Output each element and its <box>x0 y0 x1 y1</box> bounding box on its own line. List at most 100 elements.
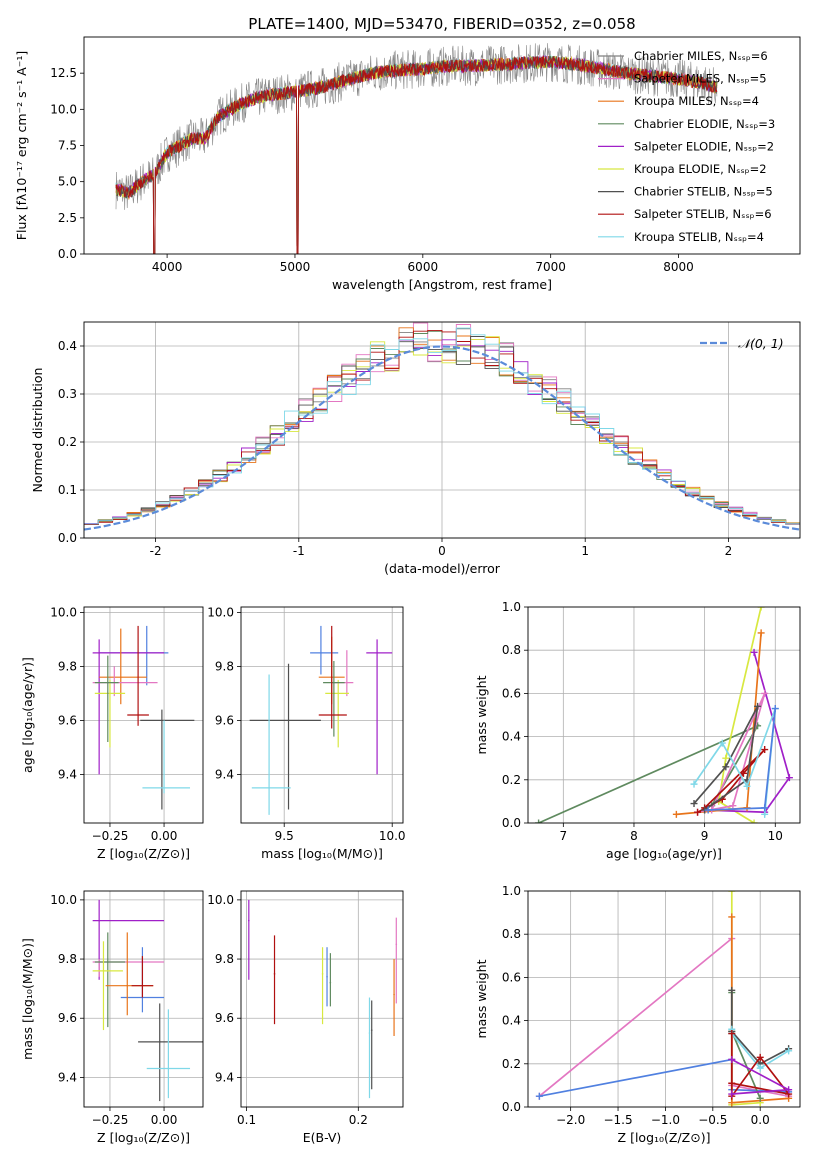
weight-marker <box>785 1086 793 1094</box>
weight-series-5 <box>730 990 789 1065</box>
data-point <box>167 1067 170 1070</box>
y-tick-label: 9.4 <box>215 1070 234 1084</box>
weight-marker <box>785 1047 793 1055</box>
x-tick-label: -2 <box>150 544 162 558</box>
y-tick-label: 0.2 <box>502 1057 521 1071</box>
x-tick-label: 0.0 <box>751 1113 770 1127</box>
y-tick-label: 9.8 <box>58 659 77 673</box>
y-tick-label: 10.0 <box>207 893 234 907</box>
weight-series-0 <box>538 723 760 823</box>
y-tick-label: 2.5 <box>58 211 77 225</box>
weight-marker <box>535 1092 543 1100</box>
y-tick-label: 0.0 <box>502 816 521 830</box>
y-tick-label: 0.6 <box>502 970 521 984</box>
y-tick-label: 0.0 <box>58 247 77 261</box>
spectrum-series-4 <box>115 55 718 254</box>
weight-marker <box>728 986 736 994</box>
y-tick-label: 9.4 <box>58 767 77 781</box>
legend-entry: Salpeter ELODIE, Nₛₛₚ=2 <box>634 139 774 153</box>
x-tick-label: −2.0 <box>556 1113 585 1127</box>
x-tick-label: 0 <box>438 544 446 558</box>
data-point <box>326 976 328 978</box>
x-axis-label: wavelength [Angstrom, rest frame] <box>332 277 552 292</box>
y-tick-label: 0.4 <box>502 1014 521 1028</box>
spectrum-panel: 4000 5000 6000 7000 8000 0.0 2.5 5.0 7.5 10.0 12.5… <box>14 36 801 292</box>
axes-frame <box>527 890 801 1108</box>
weight-marker <box>750 819 758 823</box>
weight-series-1 <box>717 607 762 823</box>
residual-histogram-8 <box>84 327 800 527</box>
x-tick-label: 8000 <box>663 260 694 274</box>
legend-entry: Chabrier MILES, Nₛₛₚ=6 <box>634 49 768 63</box>
x-tick-label: 6000 <box>408 260 439 274</box>
weight-marker <box>743 782 751 790</box>
y-tick-label: 9.6 <box>215 1011 234 1025</box>
weight-marker <box>757 607 765 611</box>
weight-marker <box>704 806 712 814</box>
y-tick-label: 0.4 <box>502 730 521 744</box>
y-tick-label: 10.0 <box>50 102 77 116</box>
weight-marker <box>722 754 730 762</box>
spectrum-series-5 <box>115 55 718 254</box>
axes-frame <box>527 606 801 824</box>
y-tick-label: 10.0 <box>50 893 77 907</box>
y-tick-label: 10.0 <box>207 605 234 619</box>
age-vs-mass-panel: 9.5 10.0 9.4 9.6 9.8 10.0 mass [log₁₀(M/M⊙)] <box>207 605 405 861</box>
weight-marker <box>757 629 765 637</box>
axes-frame <box>83 606 204 824</box>
spectrum-series-1 <box>115 55 718 254</box>
x-axis-label: Z [log₁₀(Z/Z⊙)] <box>97 846 190 861</box>
x-tick-label: −1.0 <box>651 1113 680 1127</box>
x-tick-label: 10 <box>768 829 783 843</box>
data-point <box>337 692 340 695</box>
data-point <box>330 714 333 716</box>
data-point <box>346 681 348 684</box>
data-point <box>119 676 122 678</box>
residuals-panel: -2 -1 0 1 2 0.0 0.1 0.2 0.3 0.4 (data-model)/error… <box>30 321 801 576</box>
y-axis-label: mass weight <box>474 959 489 1038</box>
y-tick-label: 9.8 <box>58 952 77 966</box>
y-axis-label: Flux [fλ10⁻¹⁷ erg cm⁻² s⁻¹ A⁻¹] <box>14 51 29 240</box>
y-axis-label: Normed distribution <box>30 368 45 493</box>
x-axis-label: (data-model)/error <box>384 561 501 576</box>
data-point <box>137 714 139 716</box>
data-point <box>321 973 324 975</box>
data-point <box>163 787 165 789</box>
x-tick-label: 7 <box>560 829 568 843</box>
data-point <box>109 692 111 695</box>
legend-entry: Salpeter MILES, Nₛₛₚ=5 <box>634 72 767 86</box>
data-point <box>161 719 163 722</box>
weight-series-4 <box>730 992 761 1099</box>
x-tick-label: 0.00 <box>151 829 178 843</box>
mass-vs-metallicity-panel: −0.25 0.00 9.4 9.6 9.8 10.0 Z [log₁₀(Z/Z⊙)] mas… <box>20 890 204 1145</box>
data-point <box>333 681 335 684</box>
x-tick-label: 0.2 <box>349 1113 368 1127</box>
weight-marker <box>750 648 758 656</box>
weight-series-2 <box>704 652 791 814</box>
x-tick-label: −1.5 <box>603 1113 632 1127</box>
legend-entry: Kroupa MILES, Nₛₛₚ=4 <box>634 94 759 108</box>
y-tick-label: 10.0 <box>50 605 77 619</box>
data-point <box>107 681 109 684</box>
x-tick-label: −0.25 <box>92 1113 129 1127</box>
y-tick-label: 9.6 <box>58 713 77 727</box>
x-tick-label: 0.00 <box>151 1113 178 1127</box>
x-tick-label: 5000 <box>280 260 311 274</box>
y-tick-label: 9.8 <box>215 659 234 673</box>
weight-marker <box>761 689 769 697</box>
spectrum-series-6 <box>115 55 718 254</box>
x-tick-label: −0.25 <box>92 829 129 843</box>
data-point <box>287 719 290 722</box>
y-tick-label: 9.8 <box>215 952 234 966</box>
x-axis-label: Z [log₁₀(Z/Z⊙)] <box>618 1130 711 1145</box>
x-axis-label: mass [log₁₀(M/M⊙)] <box>261 846 383 861</box>
y-tick-label: 0.2 <box>58 435 77 449</box>
weight-vs-metallicity-panel: −2.0 −1.5 −1.0 −0.5 0.0 0.0 0.2 0.4 0.6 0.8 1.0 Z [… <box>474 884 801 1145</box>
y-tick-label: 0.8 <box>502 643 521 657</box>
y-tick-label: 9.4 <box>58 1070 77 1084</box>
weight-vs-age-panel: 7 8 9 10 0.0 0.2 0.4 0.6 0.8 1.0 age [log₁₀(age/yr… <box>474 600 801 861</box>
x-axis-label: Z [log₁₀(Z/Z⊙)] <box>97 1130 190 1145</box>
data-point <box>273 973 276 975</box>
y-tick-label: 9.4 <box>215 767 234 781</box>
